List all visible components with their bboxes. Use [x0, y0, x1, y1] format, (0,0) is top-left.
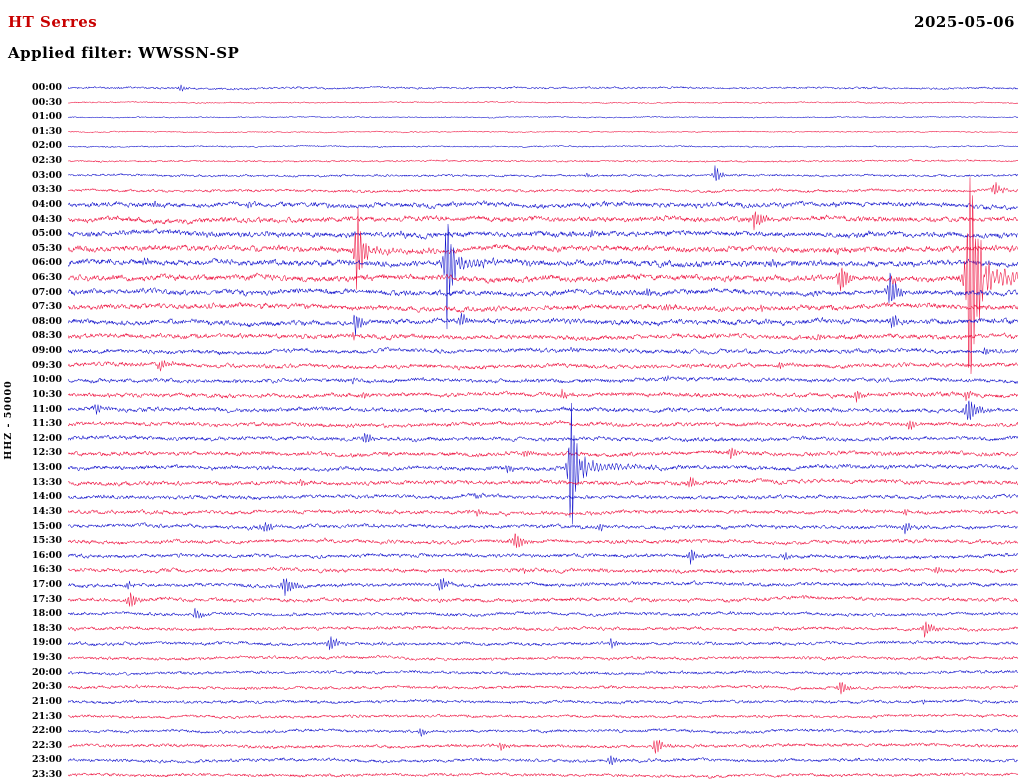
time-label: 10:30	[32, 388, 62, 400]
time-label: 23:00	[32, 754, 62, 766]
time-label: 18:00	[32, 608, 62, 620]
time-label: 09:00	[32, 345, 62, 357]
helicorder-canvas	[68, 80, 1018, 780]
time-label: 02:30	[32, 155, 62, 167]
time-label: 03:30	[32, 184, 62, 196]
applied-filter-label: Applied filter: WWSSN-SP	[8, 44, 240, 62]
time-label: 22:30	[32, 739, 62, 751]
time-label: 22:00	[32, 725, 62, 737]
time-label: 13:30	[32, 476, 62, 488]
time-label: 07:00	[32, 286, 62, 298]
time-label: 02:00	[32, 140, 62, 152]
time-label: 16:30	[32, 564, 62, 576]
time-label: 06:00	[32, 257, 62, 269]
time-label: 11:00	[32, 403, 62, 415]
time-label: 10:00	[32, 374, 62, 386]
time-label: 12:00	[32, 432, 62, 444]
time-label: 19:00	[32, 637, 62, 649]
time-label: 00:30	[32, 96, 62, 108]
time-label: 04:00	[32, 198, 62, 210]
time-label: 09:30	[32, 359, 62, 371]
time-label: 14:00	[32, 491, 62, 503]
time-label: 21:00	[32, 695, 62, 707]
time-label: 05:00	[32, 228, 62, 240]
time-label: 07:30	[32, 301, 62, 313]
record-date: 2025-05-06	[914, 13, 1015, 31]
time-label: 06:30	[32, 272, 62, 284]
time-label: 01:00	[32, 111, 62, 123]
time-label: 23:30	[32, 768, 62, 780]
time-label: 05:30	[32, 242, 62, 254]
station-name: HT Serres	[8, 13, 98, 31]
time-label: 21:30	[32, 710, 62, 722]
time-label: 17:30	[32, 593, 62, 605]
time-label: 18:30	[32, 622, 62, 634]
time-label: 08:00	[32, 315, 62, 327]
time-label: 15:00	[32, 520, 62, 532]
time-label: 12:30	[32, 447, 62, 459]
time-label: 19:30	[32, 652, 62, 664]
time-label: 15:30	[32, 535, 62, 547]
time-label: 20:30	[32, 681, 62, 693]
time-label: 00:00	[32, 82, 62, 93]
time-label: 17:00	[32, 578, 62, 590]
time-label: 03:00	[32, 169, 62, 181]
time-label: 20:00	[32, 666, 62, 678]
time-label: 08:30	[32, 330, 62, 342]
time-label: 04:30	[32, 213, 62, 225]
time-label: 13:00	[32, 462, 62, 474]
time-label: 14:30	[32, 505, 62, 517]
time-label: 01:30	[32, 125, 62, 137]
time-label: 16:00	[32, 549, 62, 561]
time-label: 11:30	[32, 418, 62, 430]
